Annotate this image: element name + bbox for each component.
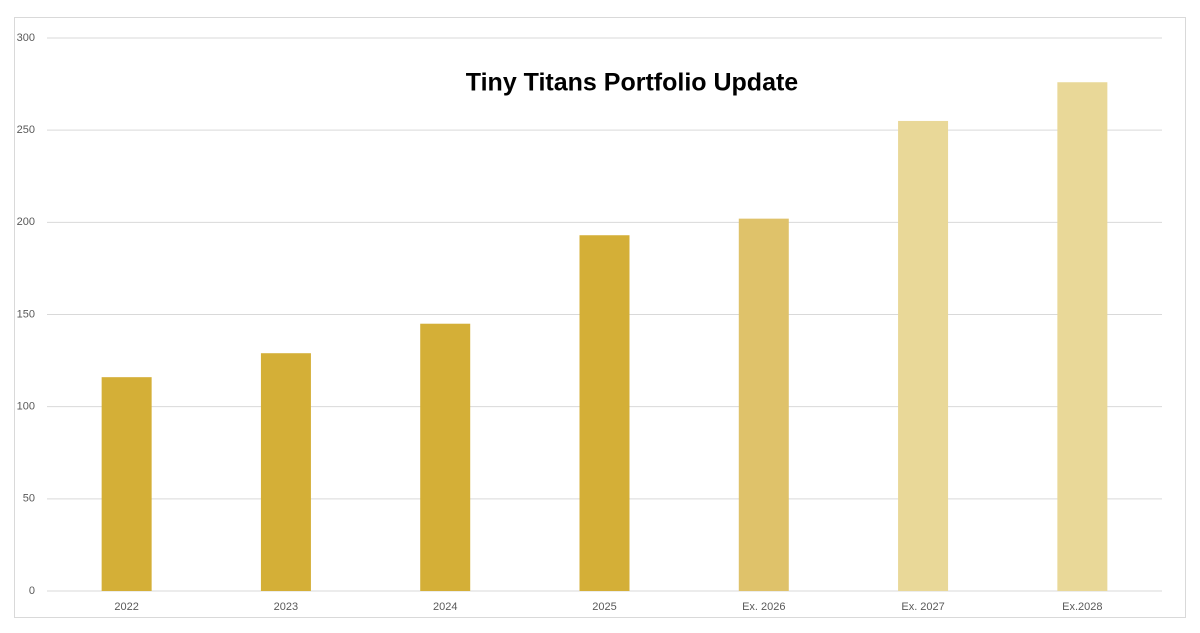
bar <box>260 353 311 591</box>
y-tick-label: 200 <box>17 216 35 228</box>
bar <box>738 218 789 591</box>
y-tick-label: 100 <box>17 401 35 413</box>
y-tick-label: 250 <box>17 124 35 136</box>
y-tick-label: 0 <box>29 585 35 597</box>
y-tick-label: 300 <box>17 32 35 44</box>
chart-title: Tiny Titans Portfolio Update <box>466 69 799 97</box>
x-tick-label: Ex. 2026 <box>742 601 785 613</box>
x-tick-label: 2023 <box>274 601 298 613</box>
bar <box>898 120 949 591</box>
x-tick-label: 2024 <box>433 601 457 613</box>
x-tick-label: Ex.2028 <box>1062 601 1102 613</box>
bar <box>420 323 471 591</box>
x-tick-label: 2025 <box>592 601 616 613</box>
x-tick-label: Ex. 2027 <box>901 601 944 613</box>
x-tick-label: 2022 <box>114 601 138 613</box>
bar <box>579 235 630 591</box>
y-tick-label: 150 <box>17 308 35 320</box>
bar <box>101 377 152 591</box>
y-tick-label: 50 <box>23 493 35 505</box>
bar <box>1057 82 1108 592</box>
